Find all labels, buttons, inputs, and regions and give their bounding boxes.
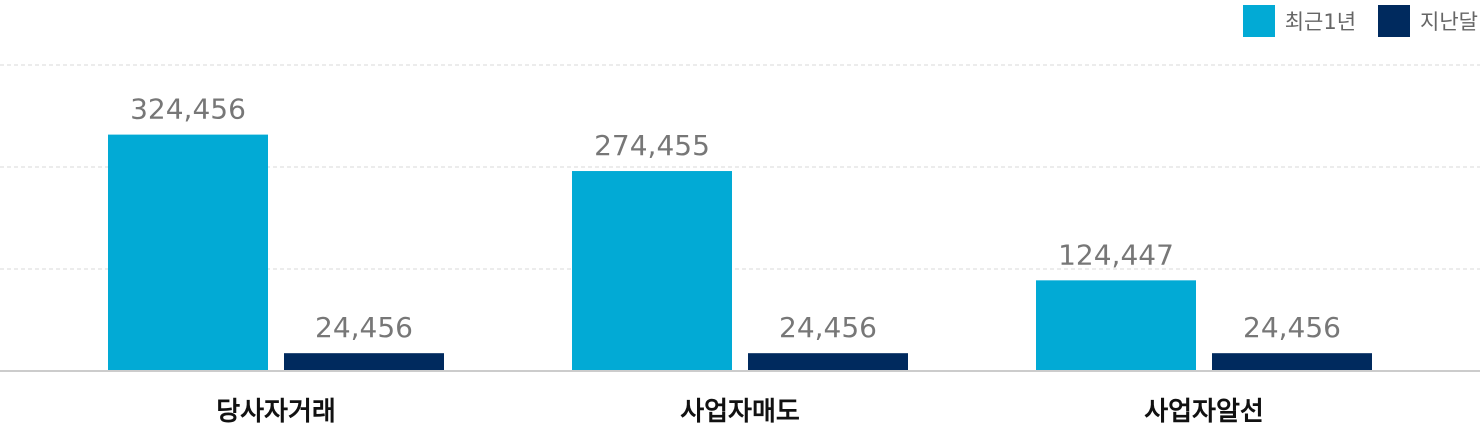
bar-value-label: 24,456 <box>1243 311 1341 344</box>
bar-recent-year-2 <box>572 171 732 371</box>
legend-swatch-recent-year <box>1242 5 1275 37</box>
category-label: 사업자매도 <box>680 397 800 427</box>
bar-last-month-1 <box>284 353 444 371</box>
bar-value-label: 274,455 <box>594 129 710 162</box>
legend-item-recent-year: 최근1년 <box>1242 5 1357 37</box>
category-label: 사업자알선 <box>1144 397 1264 427</box>
legend-swatch-last-month <box>1378 5 1411 37</box>
bar-last-month-2 <box>748 353 908 371</box>
legend-label-recent-year: 최근1년 <box>1284 10 1357 34</box>
legend-label-last-month: 지난달 <box>1420 10 1478 34</box>
bar-value-label: 24,456 <box>315 311 413 344</box>
category-label: 당사자거래 <box>216 397 336 427</box>
bar-value-label: 24,456 <box>779 311 877 344</box>
bar-value-label: 124,447 <box>1058 238 1174 271</box>
legend-item-last-month: 지난달 <box>1378 5 1478 37</box>
legend: 최근1년 지난달 <box>1242 5 1478 37</box>
bar-recent-year-1 <box>108 134 268 371</box>
bar-value-label: 324,456 <box>130 93 246 126</box>
bar-last-month-3 <box>1212 353 1372 371</box>
bar-recent-year-3 <box>1036 280 1196 371</box>
